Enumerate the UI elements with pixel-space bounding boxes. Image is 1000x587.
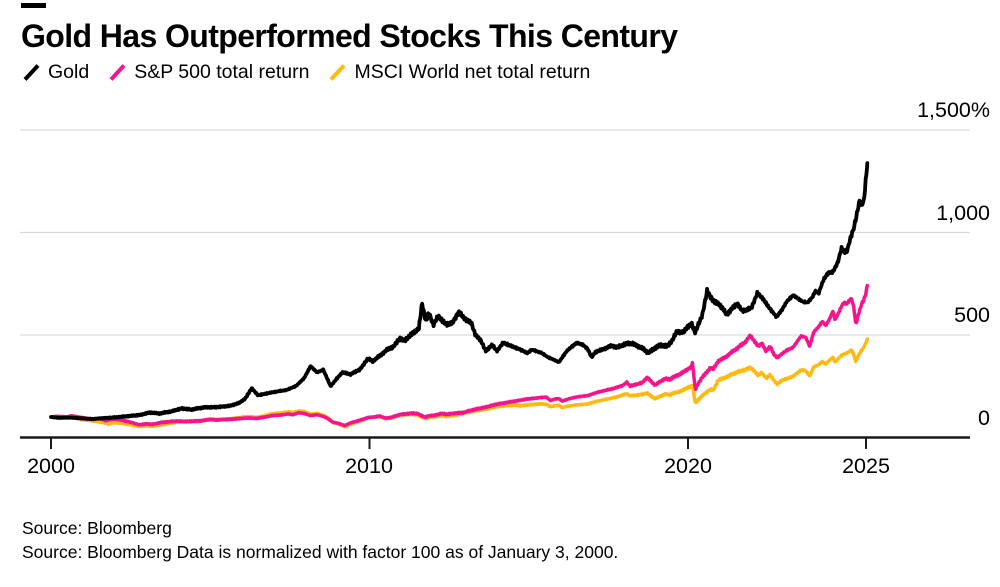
y-axis-label-0: 0	[978, 406, 990, 430]
y-axis-label-1500: 1,500%	[917, 98, 990, 122]
legend-label-sp500: S&P 500 total return	[134, 61, 310, 83]
x-axis-label-2025: 2025	[842, 454, 890, 478]
y-axis-label-500: 500	[954, 303, 990, 327]
x-axis-label-2020: 2020	[664, 454, 712, 478]
source-line-1: Source: Bloomberg	[22, 518, 172, 538]
legend-label-msci: MSCI World net total return	[354, 61, 591, 83]
y-axis-label-1000: 1,000	[936, 201, 990, 225]
x-axis-label-2000: 2000	[27, 454, 75, 478]
source-line-2: Source: Bloomberg Data is normalized wit…	[22, 542, 619, 562]
legend-item-sp500: S&P 500 total return	[108, 61, 309, 84]
legend-label-gold: Gold	[48, 61, 90, 83]
page-title: Gold Has Outperformed Stocks This Centur…	[21, 18, 678, 54]
x-axis-label-2010: 2010	[345, 454, 393, 478]
legend-item-msci: MSCI World net total return	[328, 61, 590, 84]
title-marker-bar	[21, 3, 46, 8]
sp500-slash-icon	[109, 64, 126, 81]
gold-slash-icon	[23, 64, 40, 81]
legend-item-gold: Gold	[22, 61, 89, 84]
legend: Gold S&P 500 total return MSCI World net…	[22, 61, 590, 84]
msci-slash-icon	[330, 64, 346, 81]
